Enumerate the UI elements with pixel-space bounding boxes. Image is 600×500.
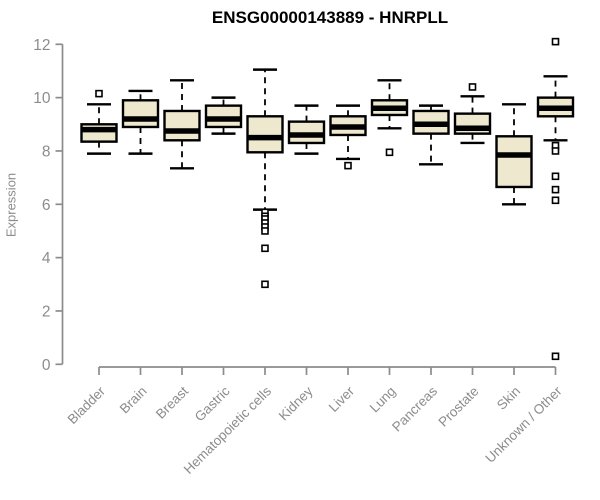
y-tick-label: 6	[42, 197, 51, 214]
x-tick-label-lung: Lung	[367, 384, 399, 416]
outlier-marker	[261, 244, 269, 253]
box-prostate	[453, 83, 492, 145]
outlier-marker	[385, 148, 394, 157]
x-tick-label-skin: Skin	[494, 384, 523, 413]
y-axis: 0 2 4 6 8 10 12	[33, 37, 64, 374]
x-tick-label-prostate: Prostate	[435, 384, 481, 430]
x-tick-label-unknown-other: Unknown / Other	[482, 383, 565, 466]
box-liver	[329, 104, 367, 170]
y-tick-label: 12	[33, 37, 50, 54]
box-bladder	[80, 89, 118, 155]
x-tick-label-kidney: Kidney	[276, 383, 316, 423]
y-tick-label: 8	[42, 143, 51, 160]
y-tick-label: 4	[42, 250, 51, 267]
outlier-marker	[551, 196, 560, 205]
outlier-marker	[551, 37, 560, 46]
x-tick-label-breast: Breast	[153, 383, 191, 421]
outlier-marker	[551, 352, 560, 361]
y-tick-label: 0	[42, 357, 51, 374]
outlier-marker	[261, 280, 269, 289]
outlier-marker	[261, 227, 269, 235]
y-tick-label: 2	[42, 303, 51, 320]
outlier-marker	[551, 147, 560, 155]
box-gastric	[204, 96, 243, 135]
box-hematopoietic-cells	[246, 68, 284, 289]
x-tick-label-bladder: Bladder	[65, 383, 109, 427]
box-pancreas	[412, 104, 450, 166]
iqr-box	[163, 109, 201, 142]
box-lung	[370, 79, 409, 157]
iqr-box	[495, 135, 533, 189]
outlier-marker	[551, 172, 560, 181]
x-tick-label-pancreas: Pancreas	[389, 383, 440, 434]
x-tick-label-gastric: Gastric	[192, 383, 233, 424]
outlier-marker	[344, 161, 352, 170]
iqr-box	[121, 99, 160, 129]
iqr-box	[246, 115, 284, 154]
box-unknown-other	[536, 37, 575, 361]
box-skin	[495, 103, 533, 206]
box-brain	[121, 89, 160, 155]
box-breast	[163, 79, 201, 170]
outlier-marker	[468, 83, 477, 91]
outlier-marker	[95, 89, 103, 98]
outlier-marker	[551, 185, 560, 194]
y-tick-label: 10	[33, 90, 51, 107]
x-tick-label-brain: Brain	[117, 384, 150, 417]
box-kidney	[287, 104, 326, 155]
x-tick-label-liver: Liver	[326, 383, 358, 415]
chart-title: ENSG00000143889 - HNRPLL	[211, 8, 449, 27]
